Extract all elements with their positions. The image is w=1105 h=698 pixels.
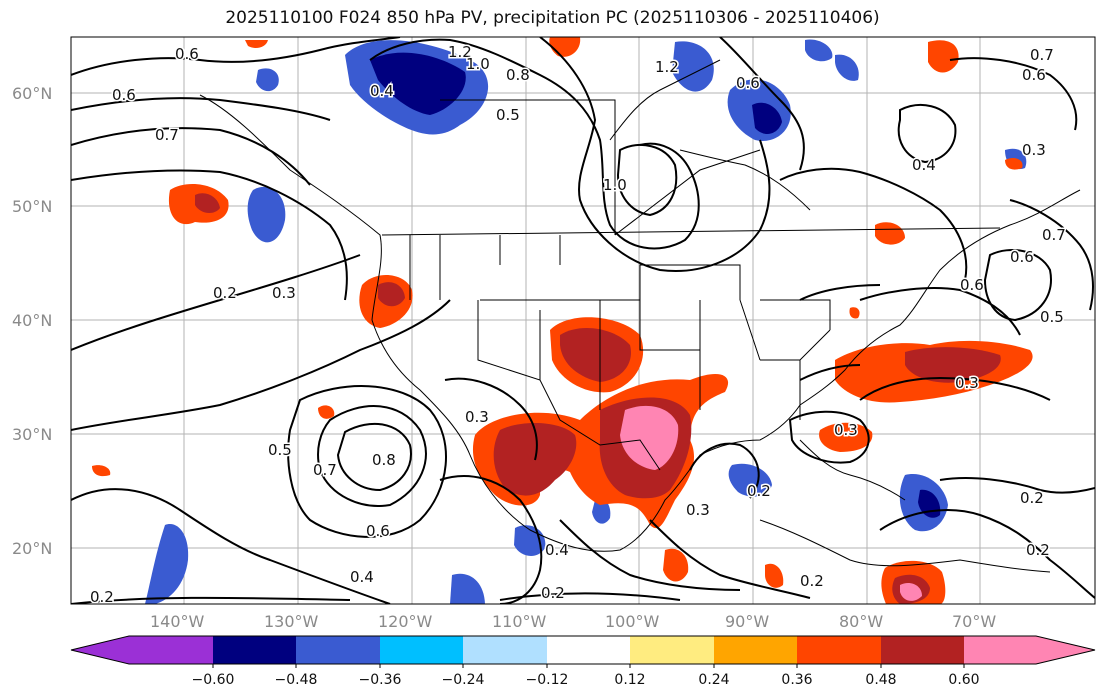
contour-label: 0.2 [1020, 489, 1044, 507]
contour-label: 1.0 [466, 55, 490, 73]
colorbar-tick-label: 0.60 [948, 672, 979, 688]
contour-label: 0.7 [313, 461, 337, 479]
lon-label: 90°W [725, 612, 769, 631]
contour-label: 1.2 [655, 58, 679, 76]
colorbar-outline [70, 635, 1096, 665]
colorbar-bin [129, 636, 213, 664]
colorbar-bin [213, 636, 296, 664]
contour-label: 0.2 [800, 572, 824, 590]
contour-label: 0.4 [545, 541, 569, 559]
contour-label: 0.4 [350, 568, 374, 586]
contour-label: 0.4 [912, 156, 936, 174]
contour-label: 0.6 [960, 276, 984, 294]
colorbar-bin [296, 636, 380, 664]
lon-label: 140°W [150, 612, 205, 631]
lon-label: 120°W [378, 612, 433, 631]
contour-label: 0.5 [1040, 308, 1064, 326]
contour-label: 0.6 [1010, 248, 1034, 266]
colorbar-tick-label: 0.24 [698, 672, 729, 688]
contour-label: 0.8 [506, 66, 530, 84]
lat-label: 30°N [12, 425, 52, 444]
latitude-labels: 60°N 50°N 40°N 30°N 20°N [12, 84, 52, 558]
colorbar-bin [630, 636, 714, 664]
contour-label: 0.6 [366, 522, 390, 540]
colorbar-tick-label: 0.12 [614, 672, 645, 688]
contour-label: 1.0 [603, 176, 627, 194]
map-frame [70, 36, 1096, 605]
contour-label: 0.6 [1022, 66, 1046, 84]
colorbar-tick-label: −0.12 [526, 672, 569, 688]
precip-shading [92, 37, 1033, 604]
colorbar: −0.60 −0.48 −0.36 −0.24 −0.12 0.12 0.24 … [70, 635, 1096, 688]
colorbar-bin [881, 636, 964, 664]
contour-label: 0.3 [465, 408, 489, 426]
colorbar-bin [797, 636, 881, 664]
colorbar-tick-label: 0.36 [781, 672, 812, 688]
colorbar-max-arrow [1036, 636, 1095, 664]
contour-label: 0.5 [268, 441, 292, 459]
lon-label: 130°W [264, 612, 319, 631]
colorbar-tick-label: −0.48 [275, 672, 318, 688]
colorbar-tick-label: 0.48 [865, 672, 896, 688]
lat-label: 60°N [12, 84, 52, 103]
contour-label: 0.3 [272, 284, 296, 302]
contour-label: 0.2 [90, 588, 114, 606]
contour-label: 0.7 [1042, 226, 1066, 244]
lon-label: 70°W [952, 612, 996, 631]
contour-label: 1.2 [448, 43, 472, 61]
lat-label: 40°N [12, 311, 52, 330]
contour-label: 0.4 [370, 82, 394, 100]
contour-label: 0.5 [496, 106, 520, 124]
contour-label: 0.6 [175, 45, 199, 63]
colorbar-bin [547, 636, 630, 664]
colorbar-bin [964, 636, 1036, 664]
contour-label: 0.3 [1022, 141, 1046, 159]
lon-label: 80°W [839, 612, 883, 631]
colorbar-min-arrow [71, 636, 129, 664]
contour-labels: 0.6 1.2 1.0 0.8 0.4 0.6 0.7 0.5 1.2 0.6 … [89, 42, 1068, 606]
contour-label: 0.2 [541, 584, 565, 602]
lon-label: 110°W [492, 612, 547, 631]
contour-label: 0.6 [736, 74, 760, 92]
lon-label: 100°W [605, 612, 660, 631]
contour-label: 0.3 [686, 501, 710, 519]
contour-label: 0.8 [372, 451, 396, 469]
colorbar-bin [714, 636, 797, 664]
map-title: 2025110100 F024 850 hPa PV, precipitatio… [225, 8, 880, 28]
lat-label: 50°N [12, 197, 52, 216]
colorbar-ticks [212, 664, 965, 668]
contour-label: 0.2 [747, 482, 771, 500]
contour-label: 0.2 [1026, 541, 1050, 559]
contour-label: 0.7 [155, 126, 179, 144]
colorbar-bin [380, 636, 463, 664]
colorbar-tick-label: −0.24 [442, 672, 485, 688]
pv-contours [71, 37, 1095, 604]
colorbar-bin [463, 636, 547, 664]
contour-label: 0.2 [213, 284, 237, 302]
colorbar-tick-label: −0.36 [359, 672, 402, 688]
contour-label: 0.3 [955, 374, 979, 392]
lat-label: 20°N [12, 539, 52, 558]
longitude-labels: 140°W 130°W 120°W 110°W 100°W 90°W 80°W … [150, 612, 996, 631]
contour-label: 0.7 [1030, 46, 1054, 64]
contour-label: 0.3 [834, 421, 858, 439]
colorbar-tick-label: −0.60 [192, 672, 235, 688]
contour-label: 0.6 [112, 86, 136, 104]
